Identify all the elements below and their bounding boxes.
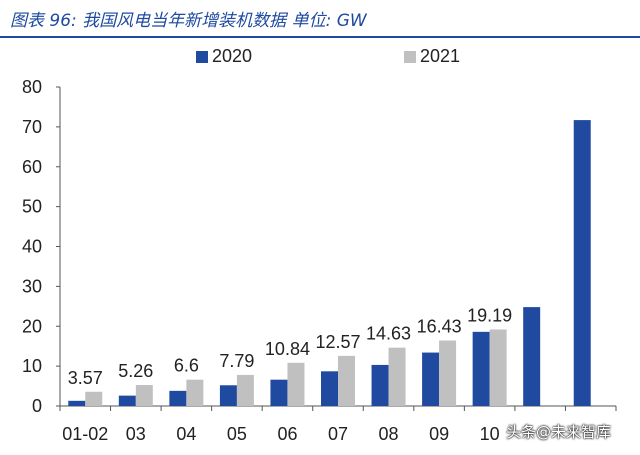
bar-2020-05 <box>219 385 237 406</box>
y-tick-label: 20 <box>22 316 42 336</box>
title-divider <box>0 36 640 38</box>
y-tick-label: 70 <box>22 117 42 137</box>
legend-label-2021: 2021 <box>420 46 461 66</box>
chart-header: 图表 96: 我国风电当年新增装机数据 单位: GW <box>0 0 640 38</box>
legend-swatch-2020 <box>196 50 208 63</box>
legend-item-2020: 2020 <box>196 46 252 67</box>
chart-title: 图表 96: 我国风电当年新增装机数据 单位: GW <box>10 11 367 31</box>
legend-label-2020: 2020 <box>212 46 253 66</box>
x-tick-label-04: 04 <box>176 424 196 444</box>
data-label-04: 6.6 <box>174 356 199 376</box>
bar-2020-12 <box>573 120 591 406</box>
bar-2020-08 <box>371 364 389 406</box>
chart-legend: 2020 2021 <box>0 46 640 70</box>
y-tick-label: 80 <box>22 77 42 97</box>
data-label-03: 5.26 <box>118 361 153 381</box>
bar-2021-01-02 <box>85 391 103 406</box>
x-tick-label-08: 08 <box>379 424 399 444</box>
bar-2020-09 <box>422 352 440 406</box>
bar-2020-11 <box>523 307 541 406</box>
y-tick-label: 30 <box>22 276 42 296</box>
data-label-07: 12.57 <box>315 332 360 352</box>
x-tick-label-03: 03 <box>126 424 146 444</box>
bar-2020-10 <box>472 331 490 406</box>
x-tick-label-07: 07 <box>328 424 348 444</box>
data-label-01-02: 3.57 <box>68 368 103 388</box>
bar-2021-09 <box>439 340 457 406</box>
bar-2020-07 <box>321 371 338 406</box>
data-label-09: 16.43 <box>417 316 462 336</box>
y-tick-label: 10 <box>22 356 42 376</box>
y-tick-label: 40 <box>22 237 42 257</box>
bar-2021-07 <box>338 355 355 406</box>
bar-2021-03 <box>135 385 153 406</box>
data-label-05: 7.79 <box>219 351 254 371</box>
bar-2021-04 <box>186 379 204 406</box>
bar-2021-05 <box>236 374 254 406</box>
bar-2021-06 <box>287 362 305 406</box>
x-tick-label-01-02: 01-02 <box>62 424 108 444</box>
legend-item-2021: 2021 <box>404 46 460 67</box>
data-label-08: 14.63 <box>366 324 411 344</box>
x-tick-label-09: 09 <box>429 424 449 444</box>
watermark-text: 头条@未来智库 <box>506 423 612 441</box>
bar-2020-06 <box>270 379 288 406</box>
x-tick-label-06: 06 <box>277 424 297 444</box>
legend-swatch-2021 <box>404 50 416 63</box>
x-tick-label-05: 05 <box>227 424 247 444</box>
bar-2020-01-02 <box>68 400 86 406</box>
bar-2021-08 <box>388 347 406 406</box>
y-tick-label: 0 <box>32 396 42 416</box>
data-label-06: 10.84 <box>265 339 310 359</box>
x-tick-label-10: 10 <box>480 424 500 444</box>
bar-2020-03 <box>118 395 136 406</box>
bar-2020-04 <box>169 390 187 406</box>
bar-2021-10 <box>489 329 507 406</box>
data-label-10: 19.19 <box>467 305 512 325</box>
y-tick-label: 50 <box>22 197 42 217</box>
y-tick-label: 60 <box>22 157 42 177</box>
